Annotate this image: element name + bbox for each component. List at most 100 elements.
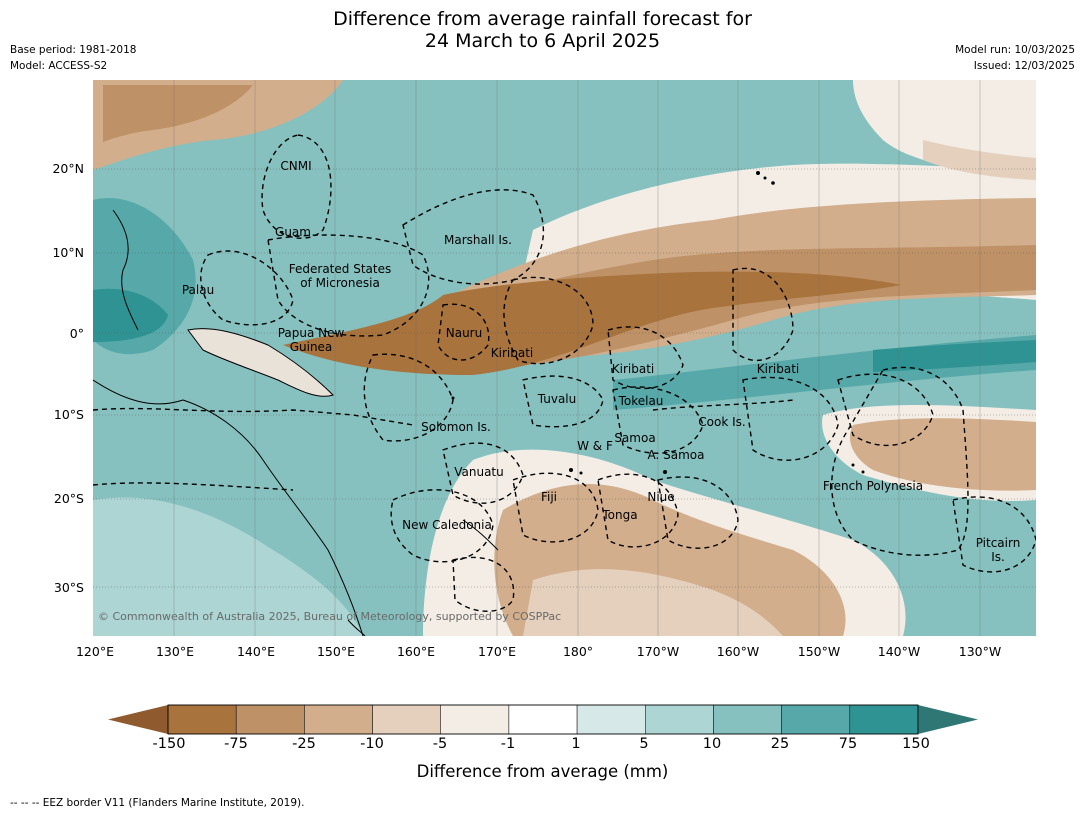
colorbar-label-9: 25 [770,736,790,752]
colorbar-label-5: -1 [500,736,516,752]
title-line-1: Difference from average rainfall forecas… [333,8,752,30]
label-tokelau: Tokelau [618,394,664,408]
meta-left: Base period: 1981-2018 Model: ACCESS-S2 [10,42,136,74]
lat-tick-30s: 30°S [53,580,84,595]
issued-date: Issued: 12/03/2025 [973,60,1075,72]
copyright-notice: © Commonwealth of Australia 2025, Bureau… [98,610,562,623]
colorbar-label-3: -10 [360,736,384,752]
colorbar-label-8: 10 [702,736,722,752]
label-american-samoa: A. Samoa [648,448,705,462]
eastern-wet-strip-core [873,340,1036,372]
lon-tick-130w: 130°W [958,644,1002,659]
label-solomon-is: Solomon Is. [421,420,491,434]
label-pitcairn-line2: Is. [991,550,1005,564]
papua-new-guinea-coast [187,328,334,397]
coastlines [93,209,499,636]
model-name: Model: ACCESS-S2 [10,60,108,72]
colorbar-extend-high [918,705,978,734]
label-kiribati-west: Kiribati [491,346,533,360]
colorbar-label-6: 1 [571,736,581,752]
colorbar [108,704,978,735]
lon-tick-170e: 170°E [477,644,516,659]
colorbar-label-4: -5 [432,736,448,752]
label-fiji: Fiji [541,490,557,504]
colorbar-swatch [440,704,510,735]
lon-tick-140w: 140°W [877,644,921,659]
label-tuvalu: Tuvalu [537,392,577,406]
lon-tick-130e: 130°E [155,644,194,659]
latitude-lines [93,168,1036,588]
eez-footnote: -- -- -- EEZ border V11 (Flanders Marine… [10,797,305,809]
colorbar-swatch [849,704,919,735]
colorbar-swatch [304,704,373,735]
island-marks [451,171,865,475]
lon-tick-140e: 140°E [236,644,275,659]
colorbar-label-2: -25 [292,736,316,752]
eez-borders [93,134,1036,612]
colorbar-label-7: 5 [639,736,649,752]
colorbar-swatch [713,704,782,735]
northern-dry-band-strong [283,271,901,375]
colorbar-swatch [576,704,646,735]
label-vanuatu: Vanuatu [454,465,504,479]
label-png-line1: Papua New [278,326,345,340]
colorbar-label-0: -150 [152,736,186,752]
australia-coast [93,379,364,636]
label-marshall-is: Marshall Is. [444,233,512,247]
label-cook-is: Cook Is. [698,415,745,429]
lon-tick-120e: 120°E [75,644,114,659]
colorbar-swatch [372,704,441,735]
lon-tick-160e: 160°E [396,644,435,659]
model-run: Model run: 10/03/2025 [955,44,1075,56]
label-png-line2: Guinea [290,340,333,354]
new-caledonia-coast [462,519,499,551]
label-cnmi: CNMI [280,159,311,173]
colorbar-extend-low [108,705,168,734]
lat-tick-20n: 20°N [52,161,84,176]
colorbar-label-10: 75 [838,736,858,752]
philippines-coast [112,209,139,331]
colorbar-swatch [235,704,305,735]
map-title: Difference from average rainfall forecas… [0,8,1085,52]
label-nauru: Nauru [446,326,482,340]
colorbar-title: Difference from average (mm) [416,762,669,781]
label-samoa: Samoa [614,431,655,445]
lon-tick-160w: 160°W [716,644,760,659]
rainfall-anomaly-map: CNMI Guam Marshall Is. Federated States … [93,80,1036,636]
base-period: Base period: 1981-2018 [10,44,137,56]
colorbar-swatch [645,704,714,735]
label-kiribati-central: Kiribati [612,362,654,376]
lon-tick-150e: 150°E [316,644,355,659]
top-right-light-region [923,140,1036,180]
label-pitcairn-line1: Pitcairn [976,536,1021,550]
label-french-polynesia: French Polynesia [823,479,923,493]
colorbar-swatch [781,704,851,735]
label-wallis-futuna: W & F [577,439,613,453]
label-fsm-line1: Federated States [289,262,391,276]
label-tonga: Tonga [601,508,637,522]
colorbar-swatch [167,704,237,735]
label-palau: Palau [182,283,214,297]
southeast-dry-region [849,418,1036,491]
colorbar-label-11: 150 [902,736,930,752]
lat-tick-0: 0° [69,326,84,341]
south-central-light [523,569,783,636]
southwest-pale-area [93,497,363,636]
label-guam: Guam [275,225,311,239]
lon-tick-180: 180° [562,644,594,659]
lat-tick-20s: 20°S [53,491,84,506]
colorbar-swatch [508,704,578,735]
label-fsm-line2: of Micronesia [300,276,380,290]
colorbar-label-1: -75 [224,736,248,752]
top-left-dry-core [103,85,253,142]
lon-tick-170w: 170°W [636,644,680,659]
lat-tick-10s: 10°S [53,407,84,422]
title-line-2: 24 March to 6 April 2025 [424,30,661,52]
label-niue: Niue [647,490,674,504]
label-new-caledonia: New Caledonia [402,518,492,532]
label-kiribati-east: Kiribati [757,362,799,376]
lat-tick-10n: 10°N [52,245,84,260]
meta-right: Model run: 10/03/2025 Issued: 12/03/2025 [955,42,1075,74]
colorbar-outline [167,704,919,735]
lon-tick-150w: 150°W [797,644,841,659]
